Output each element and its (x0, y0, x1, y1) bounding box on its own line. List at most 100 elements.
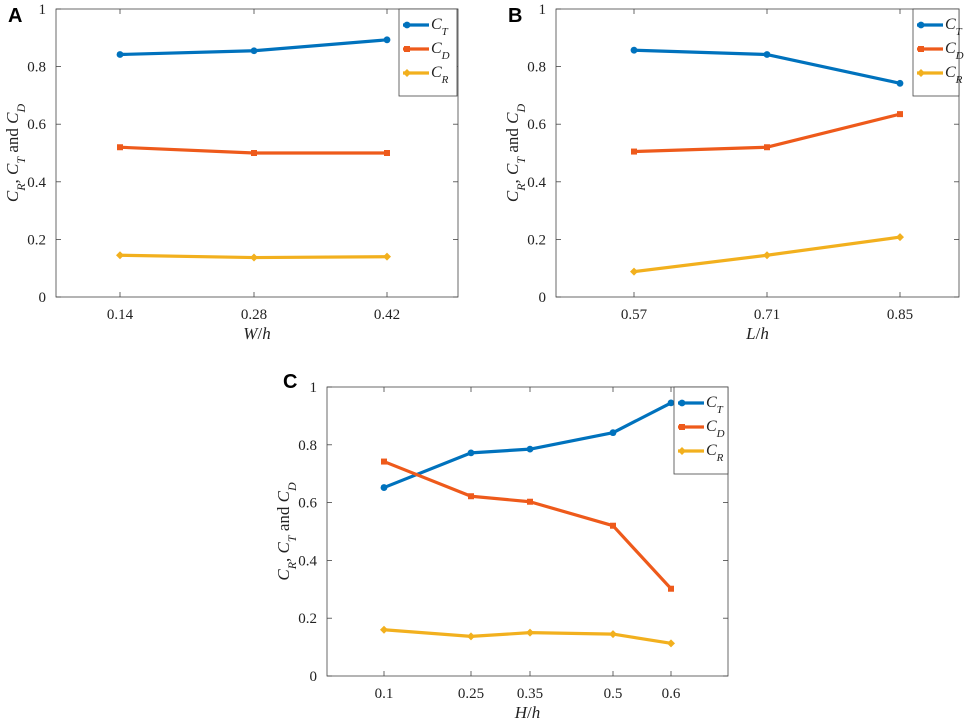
legend-marker (678, 447, 686, 455)
x-tick-label: 0.1 (375, 686, 394, 702)
x-tick-label: 0.42 (374, 307, 400, 323)
y-tick-label: 0 (310, 669, 318, 685)
legend-label-cd: CD (945, 40, 964, 62)
data-point-ct (467, 449, 475, 457)
data-point-cd (384, 150, 390, 156)
data-point-cr (609, 630, 617, 639)
axes-box (326, 386, 729, 677)
y-tick-label: 0.2 (527, 232, 546, 248)
data-point-ct (667, 399, 675, 407)
x-axis-label: W/h (243, 324, 270, 343)
data-point-cd (468, 493, 474, 500)
data-point-ct (609, 429, 617, 437)
axes-box (555, 8, 960, 298)
series-line-cd (383, 460, 673, 590)
legend-marker (403, 21, 411, 29)
data-point-cr (250, 253, 258, 262)
legend-label-cd: CD (706, 418, 725, 440)
panel-c: C 0 0.2 0.4 0.6 0.8 1 0.1 0.25 0.35 0.5 0.6 H/h CR, C… (274, 371, 729, 721)
x-tick-label: 0.14 (107, 307, 134, 323)
panel-letter: A (8, 5, 22, 27)
legend-marker (917, 21, 925, 29)
data-point-cd (897, 111, 903, 118)
y-tick-label: 0 (39, 290, 47, 306)
y-tick-label: 0.2 (298, 611, 317, 627)
y-tick-label: 0.6 (527, 117, 546, 133)
data-point-cr (630, 267, 638, 276)
y-tick-label: 0.8 (298, 438, 317, 454)
y-tick-label: 1 (39, 2, 47, 18)
data-point-cr (116, 251, 124, 260)
y-axis-label: CR, CT and CD (3, 104, 28, 203)
data-point-ct (763, 51, 771, 58)
y-tick-label: 1 (310, 380, 318, 396)
y-tick-label: 0 (539, 290, 547, 306)
legend-marker (678, 399, 686, 407)
y-tick-label: 0.4 (527, 175, 546, 191)
y-tick-label: 0.6 (27, 117, 46, 133)
data-point-ct (526, 445, 534, 453)
data-point-cr (526, 628, 534, 637)
y-tick-label: 0.8 (27, 60, 46, 76)
legend-marker (403, 69, 411, 77)
data-point-cr (763, 251, 771, 260)
x-tick-label: 0.35 (517, 686, 543, 702)
data-point-cr (667, 639, 675, 648)
y-tick-label: 0.4 (27, 175, 46, 191)
data-point-ct (116, 51, 124, 58)
series-line-ct (383, 401, 672, 490)
data-point-ct (896, 79, 904, 87)
data-point-cd (764, 144, 770, 151)
data-point-cd (668, 585, 674, 592)
y-axis-label: CR, CT and CD (274, 482, 299, 581)
data-point-cd (117, 144, 123, 151)
data-point-cd (610, 522, 616, 529)
legend-marker (918, 46, 924, 52)
data-point-cr (467, 632, 475, 641)
data-point-cd (631, 148, 637, 155)
x-tick-label: 0.85 (887, 307, 913, 323)
x-tick-label: 0.5 (604, 686, 623, 702)
data-point-cr (896, 233, 904, 242)
panel-letter: C (283, 371, 297, 393)
x-tick-label: 0.25 (458, 686, 484, 702)
legend-label-ct: CT (945, 16, 963, 38)
axes-box (55, 8, 459, 298)
y-axis-label: CR, CT and CD (503, 104, 528, 203)
legend-label-cr: CR (431, 64, 449, 86)
data-point-cr (380, 625, 388, 634)
data-point-cd (527, 498, 533, 505)
panel-a: A 0 0.2 0.4 0.6 0.8 1 0.14 0.28 0.42 W/h CR, CT and… (3, 2, 459, 343)
data-point-ct (630, 46, 638, 54)
x-axis-label: H/h (514, 703, 541, 721)
legend-marker (404, 46, 410, 52)
data-point-ct (380, 484, 388, 491)
x-tick-label: 0.71 (754, 307, 780, 323)
data-point-cd (251, 150, 257, 156)
y-tick-label: 0.6 (298, 496, 317, 512)
legend-label-cd: CD (431, 40, 450, 62)
panel-letter: B (508, 5, 522, 27)
panel-b: B 0 0.2 0.4 0.6 0.8 1 0.57 0.71 0.85 L/h CR, CT and… (503, 2, 964, 343)
data-point-cd (381, 458, 387, 465)
legend-label-ct: CT (706, 394, 724, 416)
legend-marker (917, 69, 925, 77)
data-point-cr (383, 252, 391, 261)
x-tick-label: 0.6 (662, 686, 681, 702)
data-point-ct (250, 47, 258, 55)
legend-label-cr: CR (945, 64, 963, 86)
y-tick-label: 0.8 (527, 60, 546, 76)
y-tick-label: 1 (539, 2, 547, 18)
legend-label-cr: CR (706, 442, 724, 464)
x-tick-label: 0.28 (241, 307, 267, 323)
x-axis-label: L/h (745, 324, 769, 343)
legend-label-ct: CT (431, 16, 449, 38)
legend-marker (679, 424, 685, 430)
y-tick-label: 0.2 (27, 232, 46, 248)
y-tick-label: 0.4 (298, 553, 317, 569)
x-tick-label: 0.57 (621, 307, 648, 323)
